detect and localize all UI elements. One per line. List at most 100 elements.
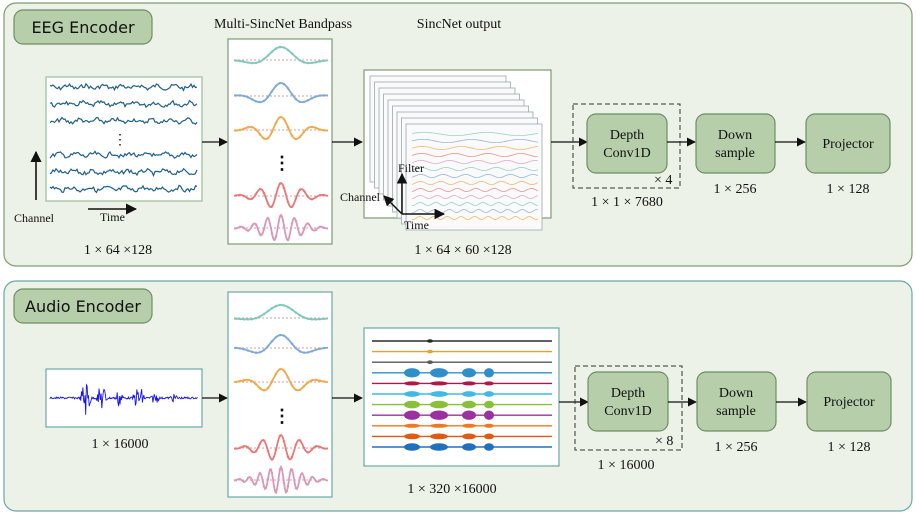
filter-sample xyxy=(262,485,266,488)
filter-sample xyxy=(282,481,286,485)
filter-sample xyxy=(318,379,322,383)
filter-sample xyxy=(270,232,274,235)
filter-sample xyxy=(294,137,298,141)
filter-sample xyxy=(286,337,290,341)
filter-sample xyxy=(310,349,314,353)
audio-track-burst xyxy=(430,433,448,440)
filter-sample xyxy=(290,455,294,459)
filter-sample xyxy=(294,97,298,101)
filter-sample xyxy=(322,59,326,63)
out-channel-axis-label: Channel xyxy=(340,190,381,204)
filter-sample xyxy=(294,311,298,314)
filter-sample xyxy=(306,317,310,321)
filter-sample xyxy=(250,350,254,354)
filter-sample xyxy=(266,477,270,481)
filter-sample xyxy=(274,304,278,308)
filter-sample xyxy=(290,52,294,55)
filter-sample xyxy=(306,99,310,102)
audio-track-burst xyxy=(427,360,433,365)
filter-sample xyxy=(262,348,266,352)
filter-sample xyxy=(314,479,318,483)
audio-track-burst xyxy=(430,391,448,397)
audio-track-burst xyxy=(404,368,420,378)
audio-down-shape: 1 × 256 xyxy=(715,440,758,455)
filter-sample xyxy=(322,94,326,97)
filter-sample xyxy=(322,477,326,481)
eeg-trace xyxy=(49,99,198,109)
filter-sample xyxy=(278,468,282,471)
filter-sample xyxy=(270,458,274,461)
filter-sample xyxy=(242,127,246,131)
filter-sample xyxy=(298,100,302,104)
audio-track-burst xyxy=(404,410,420,420)
out-channel-axis-arrow xyxy=(383,195,403,215)
filter-sample xyxy=(250,98,254,101)
filter-sample xyxy=(250,197,254,200)
eeg-filter-ellipsis: ⋮ xyxy=(273,153,291,173)
filter-sample xyxy=(294,219,298,223)
filter-sample xyxy=(262,137,266,140)
filter-sample xyxy=(294,443,298,446)
filter-sample xyxy=(250,317,254,321)
audio-projector-label: Projector xyxy=(823,395,875,410)
filter-sample xyxy=(274,193,278,197)
filter-sample xyxy=(314,126,318,130)
filter-sample xyxy=(318,128,322,131)
filter-sample xyxy=(250,125,254,129)
filter-sample xyxy=(254,351,258,355)
filter-sample xyxy=(254,61,258,65)
filter-sample xyxy=(278,303,282,307)
filter-sample xyxy=(322,129,326,132)
audio-sincnet-output xyxy=(363,327,560,467)
filter-sample xyxy=(298,233,302,236)
filter-sample xyxy=(290,222,294,225)
filter-sample xyxy=(246,96,250,99)
filter-sample xyxy=(242,348,246,351)
filter-sample xyxy=(258,471,262,475)
filter-sample xyxy=(286,455,290,459)
filter-sample xyxy=(282,46,286,49)
audio-track-burst xyxy=(404,391,420,397)
filter-sample xyxy=(266,309,270,313)
filter-sample xyxy=(242,94,246,98)
filter-sample xyxy=(234,478,238,482)
audio-track-burst xyxy=(484,368,494,378)
eeg-bandpass-filters: ⋮ xyxy=(227,38,333,245)
audio-section-label: Audio Encoder xyxy=(13,288,153,324)
audio-input-shape: 1 × 16000 xyxy=(92,437,149,452)
filter-sample xyxy=(246,61,250,64)
eeg-depth-shape: 1 × 1 × 7680 xyxy=(591,195,663,210)
audio-track-burst xyxy=(462,400,476,409)
audio-depth-label-1: Depth xyxy=(611,386,645,401)
eeg-input-signal: ⋮ xyxy=(45,76,203,202)
filter-sample xyxy=(258,60,262,63)
filter-sample xyxy=(282,82,286,86)
filter-sample xyxy=(310,96,314,100)
audio-depth-conv-block: Depth Conv1D × 8 xyxy=(574,365,683,451)
filter-sample xyxy=(246,349,250,352)
filter-sample xyxy=(286,200,290,204)
filter-sample xyxy=(286,376,290,379)
eeg-down-label-1: Down xyxy=(718,128,752,143)
filter-sample xyxy=(270,340,274,343)
audio-depth-repeat: × 8 xyxy=(655,434,673,449)
eeg-depth-label-2: Conv1D xyxy=(603,146,650,161)
audio-track-burst xyxy=(462,443,476,451)
output-trace xyxy=(411,152,539,158)
audio-track-burst xyxy=(427,339,433,343)
filter-sample xyxy=(302,316,306,319)
filter-sample xyxy=(250,224,254,228)
filter-sample xyxy=(294,487,298,490)
filter-sample xyxy=(234,227,238,230)
eeg-depth-label-1: Depth xyxy=(610,128,644,143)
filter-sample xyxy=(318,445,322,449)
filter-sample xyxy=(274,47,278,50)
filter-sample xyxy=(234,380,238,384)
filter-sample xyxy=(270,380,274,383)
output-trace xyxy=(411,139,539,143)
filter-sample xyxy=(302,130,306,134)
filter-sample xyxy=(246,378,250,382)
filter-sample xyxy=(266,216,270,220)
filter-sample xyxy=(266,95,270,99)
output-trace xyxy=(411,132,539,136)
